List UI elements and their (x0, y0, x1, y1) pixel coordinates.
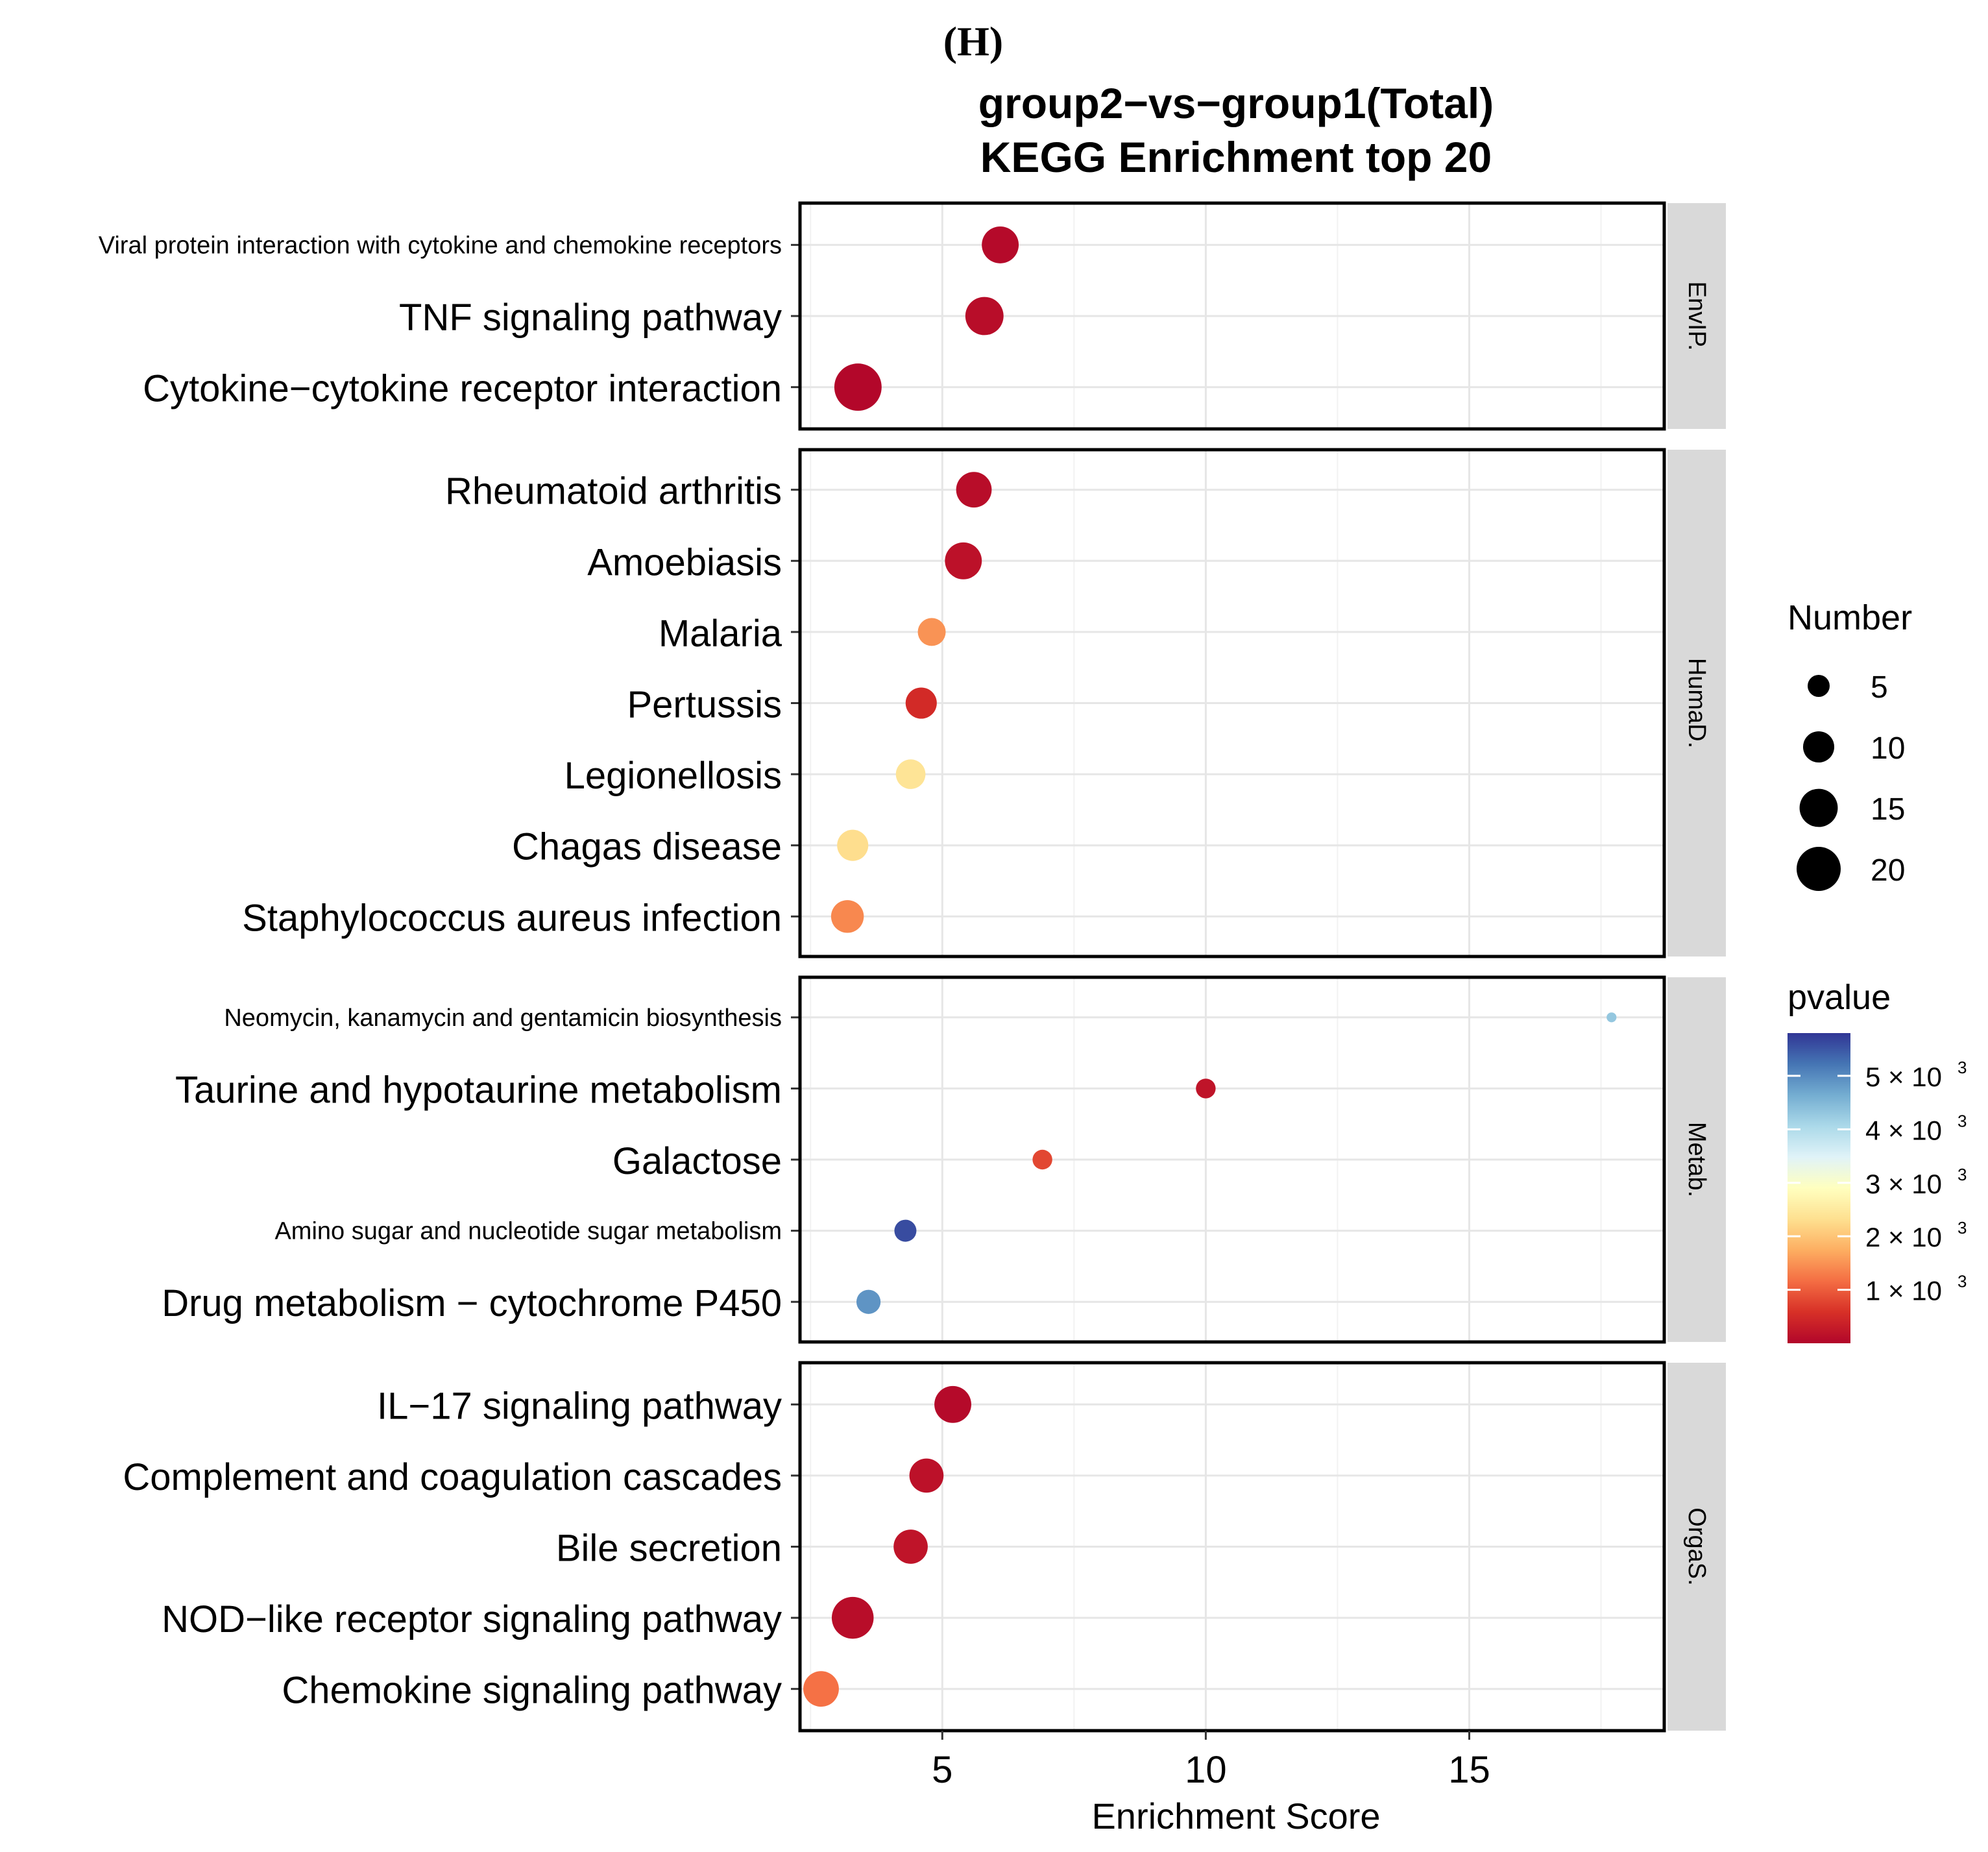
pathway-label: IL−17 signaling pathway (377, 1385, 782, 1427)
pathway-point (965, 297, 1004, 335)
color-legend-label: 5 × 10 (1865, 1062, 1942, 1092)
pathway-point (945, 542, 982, 579)
facet-strip-label: Metab. (1683, 1122, 1710, 1197)
color-legend-exponent: 3 (1958, 1272, 1967, 1291)
pathway-point (803, 1671, 839, 1707)
pathway-label: Legionellosis (564, 755, 782, 797)
size-legend-label: 5 (1871, 670, 1888, 705)
pathway-label: NOD−like receptor signaling pathway (162, 1598, 782, 1640)
color-legend-title: pvalue (1788, 978, 1891, 1017)
pathway-label: Chemokine signaling pathway (282, 1670, 782, 1712)
pathway-label: Amoebiasis (587, 541, 782, 583)
size-legend-key (1797, 847, 1841, 891)
pathway-label: Viral protein interaction with cytokine … (99, 232, 782, 259)
pathway-label: Taurine and hypotaurine metabolism (175, 1069, 782, 1111)
color-legend-exponent: 3 (1958, 1218, 1967, 1237)
color-legend-exponent: 3 (1958, 1111, 1967, 1130)
color-legend: pvalue 1 × 10 3 2 × 10 3 3 × 10 3 4 × 10 3 5 × 1… (1788, 978, 1967, 1343)
facet-strip-label: OrgaS. (1683, 1507, 1710, 1585)
facet-panels: Viral protein interaction with cytokine … (99, 201, 1726, 1733)
x-tick-label: 15 (1448, 1749, 1490, 1791)
facet-strip (1667, 203, 1726, 429)
size-legend-label: 15 (1871, 792, 1905, 827)
facet-strip (1667, 977, 1726, 1342)
pathway-label: Rheumatoid arthritis (445, 470, 782, 513)
pathway-point (831, 1596, 874, 1639)
chart-title-line1: group2−vs−group1(Total) (978, 79, 1494, 127)
color-legend-exponent: 3 (1958, 1165, 1967, 1184)
pathway-point (956, 472, 992, 508)
x-tick-label: 5 (932, 1749, 952, 1791)
pathway-label: Malaria (659, 613, 782, 655)
panel-border (798, 201, 1666, 431)
pathway-point (893, 1529, 928, 1564)
color-legend-label: 3 × 10 (1865, 1169, 1942, 1199)
pathway-point (834, 363, 882, 411)
pathway-label: Cytokine−cytokine receptor interaction (143, 368, 782, 410)
pathway-label: Drug metabolism − cytochrome P450 (162, 1282, 782, 1324)
pathway-point (830, 900, 864, 933)
pathway-point (1196, 1078, 1216, 1099)
facet-panel: IL−17 signaling pathway Complement and co… (123, 1361, 1726, 1733)
pathway-point (934, 1385, 971, 1423)
pathway-label: Galactose (612, 1140, 782, 1182)
color-legend-exponent: 3 (1958, 1058, 1967, 1077)
pathway-label: Chagas disease (512, 826, 782, 868)
facet-strip-label: HumaD. (1683, 658, 1710, 748)
chart-title-line2: KEGG Enrichment top 20 (980, 133, 1492, 181)
pathway-point (1606, 1012, 1617, 1023)
pathway-point (905, 687, 937, 719)
color-legend-label: 1 × 10 (1865, 1276, 1942, 1306)
x-tick-label: 10 (1185, 1749, 1227, 1791)
color-legend-label: 4 × 10 (1865, 1115, 1942, 1145)
pathway-point (917, 618, 946, 646)
facet-panel: Rheumatoid arthritis Amoebiasis Malaria Per… (242, 448, 1726, 958)
pathway-label: Complement and coagulation cascades (123, 1456, 782, 1498)
x-axis-label: Enrichment Score (1091, 1796, 1380, 1836)
panel-letter: (H) (943, 18, 1003, 64)
pathway-point (1032, 1149, 1052, 1170)
color-legend-label: 2 × 10 (1865, 1222, 1942, 1252)
panel-border (798, 1361, 1666, 1733)
size-legend: Number 5 10 15 20 (1788, 598, 1912, 891)
pathway-point (837, 829, 869, 861)
color-legend-bar (1788, 1033, 1850, 1343)
pathway-point (894, 1219, 917, 1242)
facet-strip (1667, 450, 1726, 956)
facet-panel: Viral protein interaction with cytokine … (99, 201, 1726, 431)
facet-strip-label: EnvIP. (1683, 281, 1710, 350)
pathway-point (909, 1458, 944, 1493)
x-axis: 5 10 15 (932, 1731, 1490, 1791)
pathway-label: Pertussis (627, 684, 782, 726)
pathway-label: Staphylococcus aureus infection (242, 897, 782, 939)
pathway-point (856, 1289, 881, 1314)
pathway-point (895, 759, 926, 789)
size-legend-title: Number (1788, 598, 1912, 637)
pathway-label: TNF signaling pathway (399, 297, 782, 339)
panel-border (798, 448, 1666, 958)
pathway-point (982, 226, 1019, 263)
pathway-label: Amino sugar and nucleotide sugar metabol… (274, 1218, 782, 1245)
pathway-label: Bile secretion (556, 1528, 782, 1570)
pathway-label: Neomycin, kanamycin and gentamicin biosy… (224, 1005, 782, 1032)
panel-border (798, 975, 1666, 1344)
size-legend-label: 10 (1871, 731, 1905, 766)
size-legend-label: 20 (1871, 853, 1905, 888)
size-legend-key (1808, 675, 1830, 697)
size-legend-key (1799, 788, 1838, 827)
facet-strip (1667, 1363, 1726, 1731)
size-legend-key (1802, 731, 1835, 763)
facet-panel: Neomycin, kanamycin and gentamicin biosy… (162, 975, 1726, 1344)
